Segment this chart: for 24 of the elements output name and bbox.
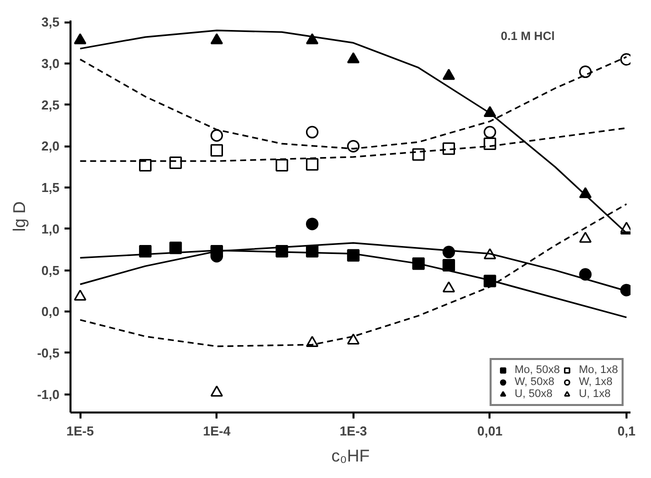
y-tick-label: 3,5 [41, 14, 60, 30]
legend-label: Mo, 1x8 [578, 364, 618, 376]
y-axis-title: lg D [10, 201, 30, 232]
y-tick-label: 3,0 [41, 56, 60, 72]
x-tick-label: 1E-3 [340, 424, 368, 438]
y-tick-label: 2,0 [41, 138, 60, 154]
x-tick-label: 0,01 [477, 424, 503, 438]
legend-label: U, 1x8 [578, 388, 611, 400]
y-tick-label: 2,5 [41, 97, 60, 112]
x-tick-label: 1E-4 [202, 424, 232, 438]
y-tick-label: 1,0 [41, 221, 60, 236]
legend-label: W, 1x8 [578, 376, 612, 388]
x-tick-label: 1E-5 [66, 424, 94, 438]
y-tick-label: -0,5 [37, 345, 60, 360]
x-tick-label: 0,1 [617, 424, 636, 438]
legend-label: Mo, 50x8 [514, 364, 560, 376]
legend-label: W, 50x8 [514, 376, 554, 388]
y-tick-label: -1,0 [37, 386, 60, 402]
annotation: 0.1 M HCl [500, 28, 555, 43]
y-tick-label: 0,5 [41, 262, 60, 278]
y-tick-label: 0,0 [41, 304, 60, 320]
legend-label: U, 50x8 [514, 388, 553, 400]
y-tick-label: 1,5 [41, 180, 60, 196]
x-axis-title: c₀HF [331, 446, 370, 466]
